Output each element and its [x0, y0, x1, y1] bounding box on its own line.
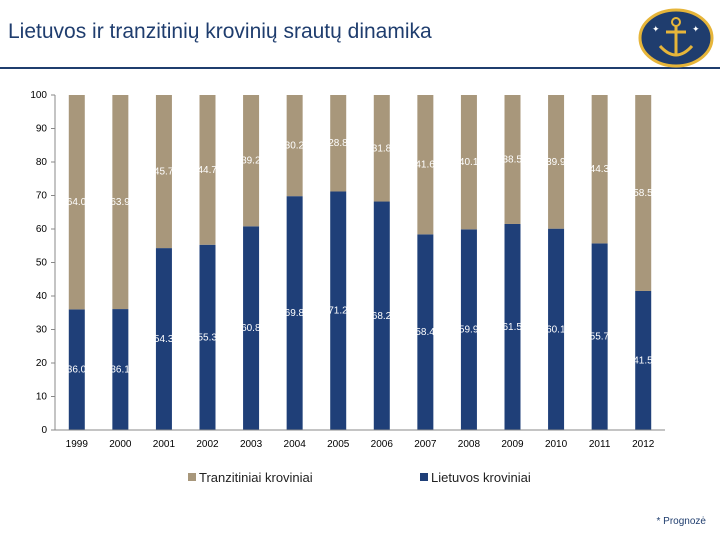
bar-lietuvos-2012: [635, 290, 652, 430]
x-tick-label: 2010: [545, 439, 568, 450]
y-tick-label: 0: [41, 425, 47, 436]
data-label-lietuvos-2002: 55.3: [198, 332, 218, 343]
y-tick-label: 90: [36, 124, 48, 135]
legend-label-lietuvos: Lietuvos kroviniai: [431, 470, 531, 485]
data-label-tranzitiniai-2005: 28.8: [328, 138, 348, 149]
bar-tranzitiniai-2008: [460, 95, 477, 230]
bar-tranzitiniai-2009: [504, 95, 521, 224]
data-label-tranzitiniai-2007: 41.6: [415, 160, 435, 171]
bar-tranzitiniai-2007: [417, 95, 434, 235]
data-label-lietuvos-2012: 41.5: [633, 355, 653, 366]
bar-tranzitiniai-2000: [112, 95, 129, 310]
bar-tranzitiniai-2002: [199, 95, 216, 245]
bar-lietuvos-2005: [330, 191, 347, 430]
legend-swatch-tranzitiniai: [188, 473, 196, 481]
data-label-tranzitiniai-2006: 31.8: [372, 143, 392, 154]
bar-tranzitiniai-2005: [330, 95, 347, 192]
x-axis: 1999 2000 2001 2002 2003 2004 2005 2006 2007 2008…: [55, 429, 665, 450]
y-tick-label: 50: [36, 258, 48, 269]
data-label-lietuvos-2005: 71.2: [328, 306, 348, 317]
x-tick-label: 2001: [153, 439, 176, 450]
bar-lietuvos-2007: [417, 234, 434, 430]
data-label-lietuvos-1999: 36.0: [67, 365, 87, 376]
bar-tranzitiniai-2003: [243, 95, 260, 227]
y-tick-label: 100: [30, 90, 47, 101]
x-tick-label: 2007: [414, 439, 437, 450]
data-label-tranzitiniai-2009: 38.5: [503, 154, 523, 165]
page-title: Lietuvos ir tranzitinių krovinių srautų …: [8, 20, 432, 43]
x-tick-label: 2006: [371, 439, 394, 450]
data-label-lietuvos-2007: 58.4: [415, 327, 435, 338]
bar-tranzitiniai-2006: [373, 95, 390, 202]
bar-tranzitiniai-2011: [591, 95, 608, 244]
y-tick-label: 10: [36, 392, 48, 403]
bar-tranzitiniai-2010: [548, 95, 565, 229]
data-label-lietuvos-2009: 61.5: [503, 322, 523, 333]
bar-lietuvos-2009: [504, 223, 521, 430]
bar-lietuvos-1999: [68, 309, 85, 430]
x-tick-label: 2011: [589, 439, 611, 450]
data-label-tranzitiniai-2011: 44.3: [590, 164, 610, 175]
bar-lietuvos-2003: [243, 226, 260, 430]
data-label-tranzitiniai-2004: 30.2: [285, 141, 305, 152]
data-label-tranzitiniai-2000: 63.9: [110, 197, 130, 208]
data-label-tranzitiniai-1999: 64.0: [67, 197, 87, 208]
data-label-tranzitiniai-2010: 39.9: [546, 157, 566, 168]
data-label-lietuvos-2010: 60.1: [546, 324, 566, 335]
data-label-tranzitiniai-2008: 40.1: [459, 157, 479, 168]
y-tick-label: 20: [36, 358, 48, 369]
data-label-lietuvos-2011: 55.7: [590, 332, 610, 343]
bar-tranzitiniai-2004: [286, 95, 303, 197]
bar-tranzitiniai-1999: [68, 95, 85, 310]
x-tick-label: 2009: [501, 439, 524, 450]
bar-lietuvos-2008: [460, 229, 477, 430]
y-axis: 0 10 20 30 40 50 60 70 80 90 100: [30, 90, 56, 436]
bar-tranzitiniai-2001: [155, 95, 172, 249]
x-tick-label: 2008: [458, 439, 481, 450]
bars: 36.0 64.0 36.1 63.9 54.3 45.7 55.3 44.7 60.8 39.2…: [67, 95, 653, 430]
data-label-tranzitiniai-2002: 44.7: [198, 165, 218, 176]
data-label-lietuvos-2000: 36.1: [110, 365, 130, 376]
legend: Tranzitiniai kroviniai Lietuvos krovinia…: [188, 470, 531, 485]
bar-tranzitiniai-2012: [635, 95, 652, 291]
data-label-lietuvos-2008: 59.9: [459, 325, 479, 336]
y-tick-label: 80: [36, 157, 48, 168]
x-tick-label: 2012: [632, 439, 655, 450]
bar-lietuvos-2004: [286, 196, 303, 430]
bar-lietuvos-2010: [548, 228, 565, 430]
legend-swatch-lietuvos: [420, 473, 428, 481]
data-label-tranzitiniai-2012: 58.5: [633, 188, 653, 199]
data-label-lietuvos-2004: 69.8: [285, 308, 305, 319]
data-label-lietuvos-2006: 68.2: [372, 311, 392, 322]
x-tick-label: 2003: [240, 439, 263, 450]
bar-lietuvos-2011: [591, 243, 608, 430]
data-label-lietuvos-2003: 60.8: [241, 323, 261, 334]
bar-lietuvos-2006: [373, 201, 390, 430]
x-tick-label: 2005: [327, 439, 350, 450]
x-tick-label: 2000: [109, 439, 132, 450]
bar-lietuvos-2001: [155, 248, 172, 430]
x-tick-label: 1999: [66, 439, 89, 450]
x-tick-label: 2004: [284, 439, 307, 450]
y-tick-label: 60: [36, 224, 48, 235]
y-tick-label: 40: [36, 291, 48, 302]
anchor-emblem-icon: ✦ ✦: [638, 8, 714, 68]
legend-label-tranzitiniai: Tranzitiniai kroviniai: [199, 470, 313, 485]
stacked-bar-chart: 0 10 20 30 40 50 60 70 80 90 100 36.0 64.0 36.1 63.9 5…: [30, 90, 665, 485]
y-tick-label: 70: [36, 191, 48, 202]
forecast-footnote: * Prognozė: [656, 516, 706, 527]
y-tick-label: 30: [36, 325, 48, 336]
svg-text:✦: ✦: [652, 25, 660, 35]
data-label-tranzitiniai-2003: 39.2: [241, 156, 261, 167]
svg-text:✦: ✦: [692, 25, 700, 35]
data-label-tranzitiniai-2001: 45.7: [154, 167, 174, 178]
data-label-lietuvos-2001: 54.3: [154, 334, 174, 345]
bar-lietuvos-2002: [199, 244, 216, 430]
title-divider: [0, 67, 720, 69]
x-tick-label: 2002: [196, 439, 219, 450]
bar-lietuvos-2000: [112, 309, 129, 430]
